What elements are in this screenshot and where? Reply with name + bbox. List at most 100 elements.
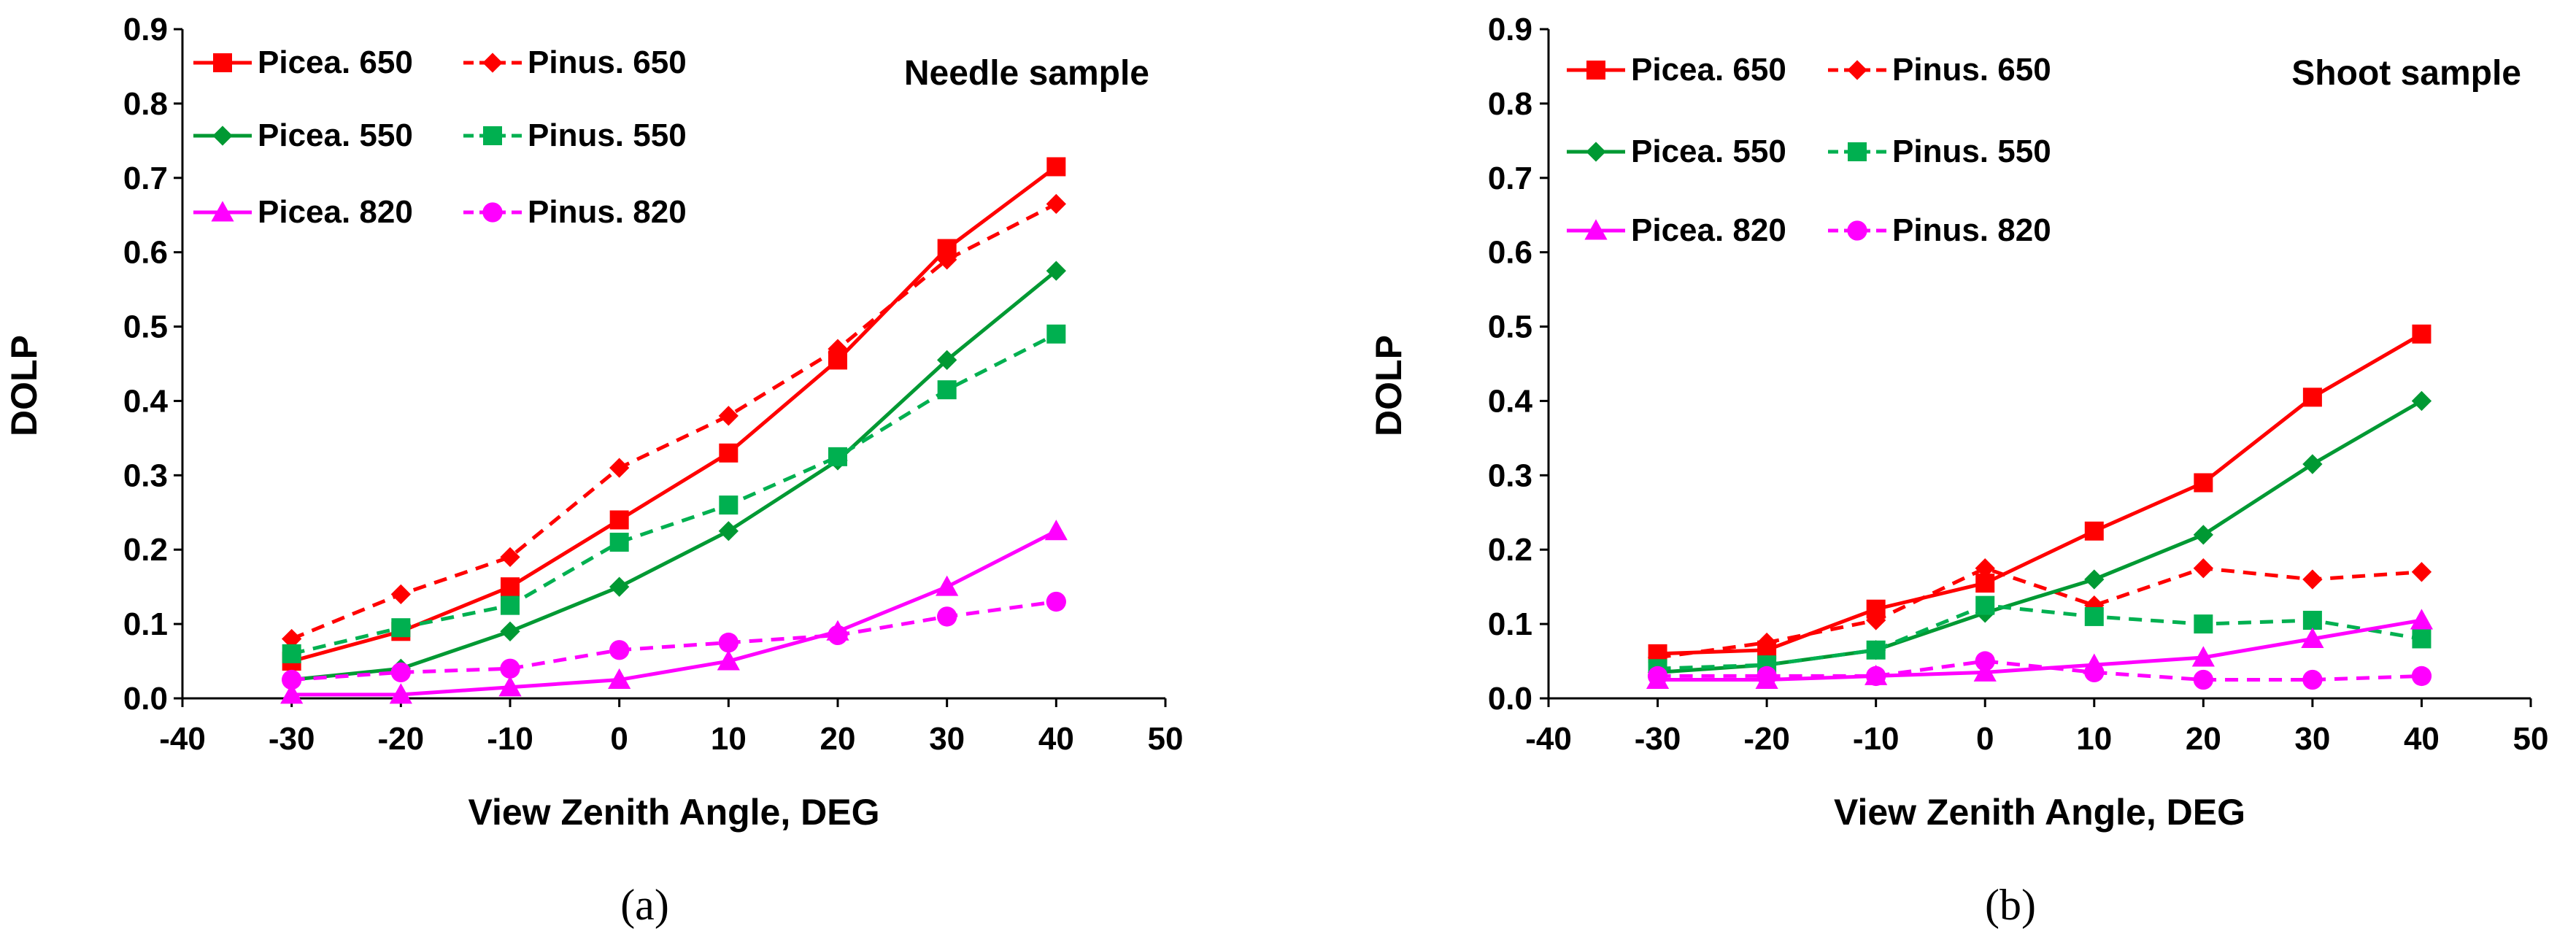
x-tick-label: 10 — [711, 721, 747, 757]
x-tick-label: -40 — [159, 721, 206, 757]
chart-panel-1: 0.0 0.1 0.2 0.3 0.4 0.5 0.6 0.7 0.8 0.9 -40 -30 -20 -… — [4, 12, 1183, 929]
data-point — [718, 406, 739, 426]
legend-item: Picea. 650 — [193, 45, 413, 80]
y-tick-label: 0.0 — [123, 681, 168, 717]
data-point — [717, 649, 740, 671]
data-point — [1046, 157, 1066, 177]
data-point — [828, 339, 848, 359]
data-point — [936, 575, 959, 596]
legend-item: Pinus. 650 — [463, 45, 687, 80]
y-tick-label: 0.5 — [123, 309, 168, 345]
x-tick-label: -10 — [487, 721, 533, 757]
data-point — [2301, 627, 2324, 648]
data-point — [1046, 591, 1066, 612]
data-point — [719, 495, 739, 515]
legend-label: Pinus. 550 — [528, 117, 687, 153]
data-point — [1973, 660, 1997, 682]
data-point — [2193, 558, 2213, 579]
legend-item: Picea. 650 — [1567, 52, 1786, 88]
y-tick-label: 0.3 — [123, 458, 168, 493]
data-point — [500, 658, 520, 679]
legend-label: Pinus. 650 — [528, 45, 687, 80]
panel-label: (b) — [1985, 881, 2036, 929]
data-point — [2302, 669, 2323, 690]
legend-marker — [1584, 219, 1608, 240]
x-tick-label: 40 — [1038, 721, 1074, 757]
legend-item: Pinus. 650 — [1828, 52, 2051, 88]
y-tick-label: 0.6 — [123, 235, 168, 271]
data-point — [282, 669, 302, 690]
legend-label: Pinus. 820 — [1892, 212, 2051, 248]
y-tick-label: 0.4 — [1488, 383, 1533, 419]
x-tick-label: 40 — [2404, 721, 2440, 757]
data-point — [2084, 521, 2104, 541]
data-point — [2410, 609, 2434, 630]
series-line — [290, 202, 1057, 641]
data-point — [937, 350, 957, 371]
data-point — [609, 510, 629, 530]
data-point — [828, 625, 848, 646]
x-tick-label: -30 — [269, 721, 315, 757]
series-line — [1657, 603, 2422, 671]
y-tick-label: 0.8 — [123, 86, 168, 122]
data-point — [1866, 610, 1886, 630]
data-point — [2302, 611, 2322, 630]
data-point — [501, 595, 520, 615]
series-line — [1657, 659, 2422, 682]
x-tick-label: -20 — [1743, 721, 1790, 757]
data-point — [609, 640, 630, 660]
x-tick-label: 30 — [2294, 721, 2330, 757]
data-point — [718, 521, 739, 541]
y-tick-label: 0.7 — [1488, 161, 1532, 196]
series-line — [291, 269, 1057, 682]
data-point — [1756, 666, 1777, 687]
data-point — [1046, 261, 1066, 281]
x-tick-label: 0 — [610, 721, 628, 757]
data-point — [1866, 666, 1886, 687]
legend-label: Picea. 820 — [1631, 212, 1786, 248]
data-point — [391, 618, 411, 638]
data-point — [2411, 562, 2432, 582]
x-tick-label: 50 — [1148, 721, 1184, 757]
data-point — [2411, 390, 2432, 412]
data-point — [2084, 569, 2105, 590]
x-tick-label: 20 — [2186, 721, 2221, 757]
y-tick-label: 0.5 — [1488, 309, 1532, 345]
y-tick-label: 0.4 — [123, 383, 169, 419]
legend-label: Picea. 550 — [258, 117, 413, 153]
data-point — [609, 533, 629, 552]
legend-item: Picea. 550 — [193, 117, 413, 153]
data-point — [1866, 640, 1886, 660]
series-line — [1657, 566, 2422, 660]
y-tick-label: 0.6 — [1488, 235, 1532, 271]
data-point — [282, 644, 301, 663]
data-point — [608, 668, 631, 690]
legend-marker — [1586, 61, 1605, 80]
data-point — [609, 458, 630, 478]
data-point — [1975, 651, 1995, 671]
data-point — [500, 547, 520, 568]
data-point — [1975, 595, 1995, 615]
x-tick-label: 50 — [2513, 721, 2549, 757]
legend-item: Pinus. 820 — [463, 194, 687, 230]
x-tick-label: -10 — [1853, 721, 1900, 757]
data-point — [280, 683, 304, 704]
legend-item: Picea. 820 — [193, 194, 413, 230]
y-axis-title: DOLP — [4, 335, 45, 436]
y-axis-title: DOLP — [1368, 335, 1409, 436]
legend-marker — [482, 202, 503, 223]
x-tick-label: 30 — [929, 721, 965, 757]
data-point — [2411, 666, 2432, 687]
data-point — [2191, 646, 2215, 667]
legend-marker — [212, 126, 233, 146]
series-line — [291, 165, 1057, 663]
series-line — [1657, 399, 2423, 674]
x-tick-label: -40 — [1525, 721, 1572, 757]
series-line — [291, 600, 1057, 682]
legend-item: Pinus. 550 — [463, 117, 687, 153]
series-line — [1657, 332, 2423, 656]
y-tick-label: 0.1 — [123, 606, 168, 642]
y-tick-label: 0.2 — [1488, 532, 1532, 568]
data-point — [828, 447, 847, 466]
